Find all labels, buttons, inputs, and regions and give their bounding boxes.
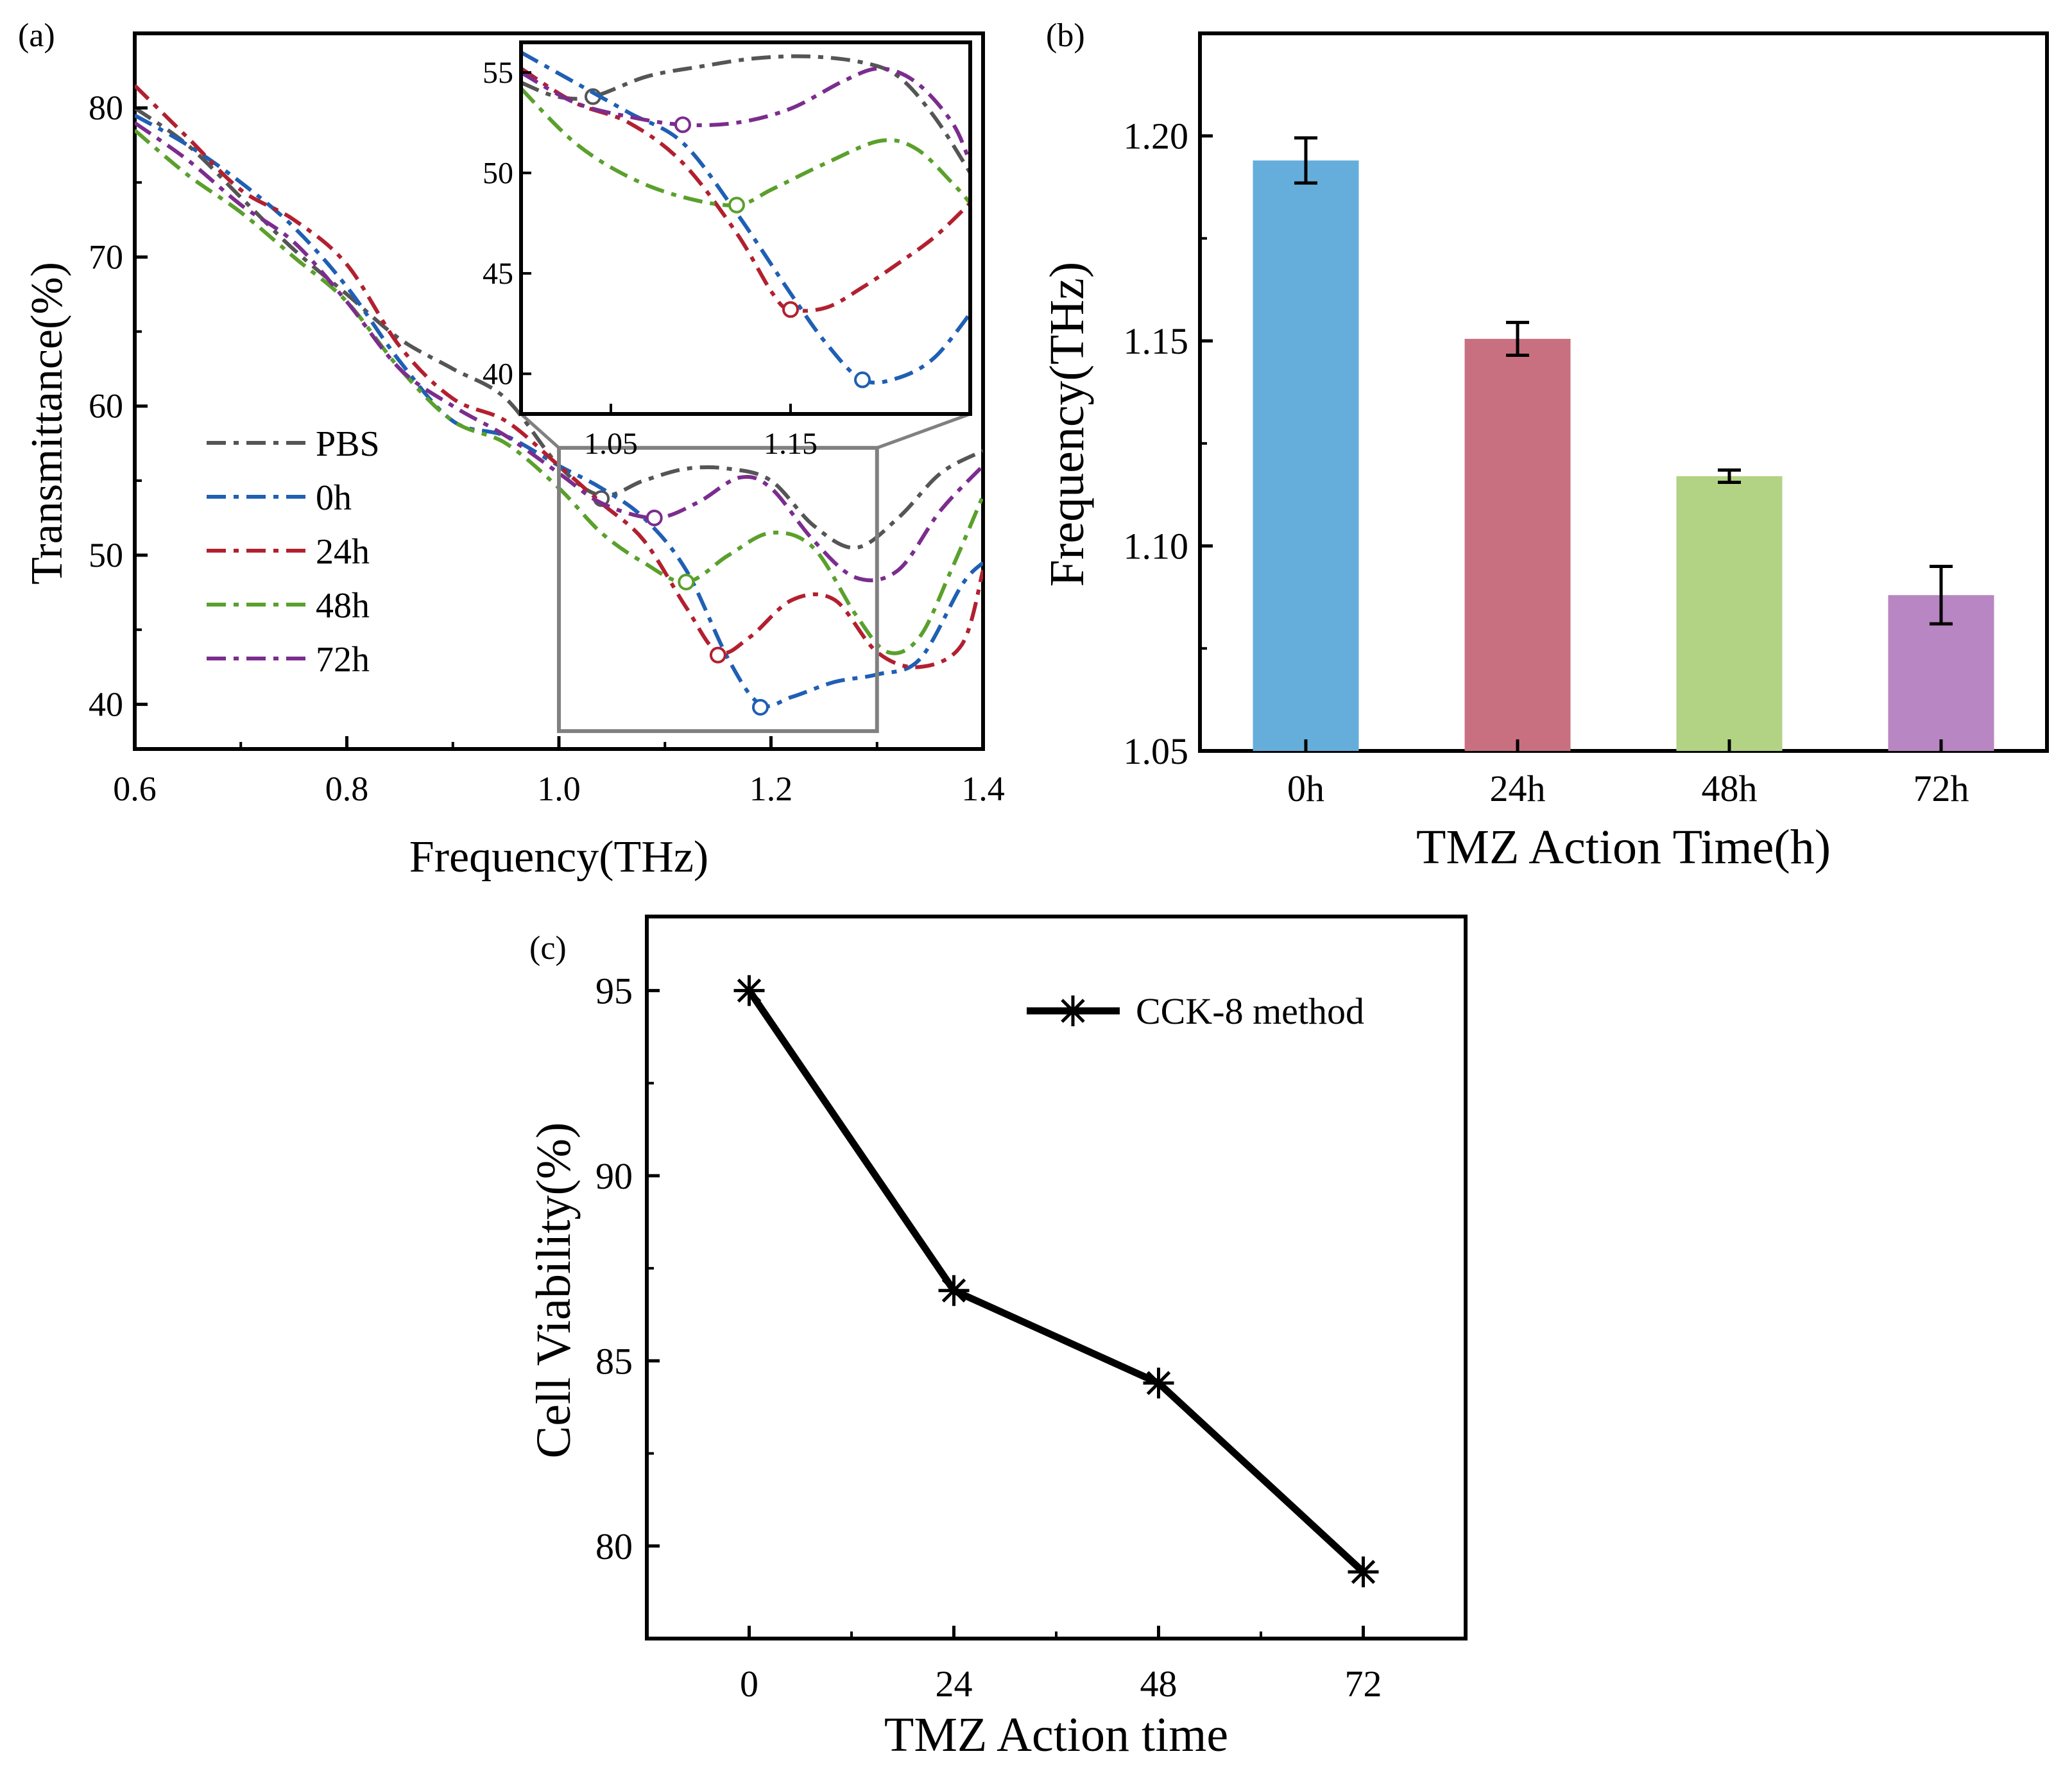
resonance-marker-24h — [709, 646, 726, 664]
inset-y-tick-label: 55 — [483, 56, 513, 90]
inset-frame — [519, 40, 972, 416]
x-tick-label: 0.8 — [325, 770, 369, 808]
data-point-marker — [733, 975, 765, 1006]
inset-series-line-72h — [521, 66, 970, 164]
resonance-marker-72h — [646, 509, 663, 526]
inset-y-tick-label: 40 — [483, 357, 513, 391]
x-tick-label: 0.6 — [113, 770, 157, 808]
panel-label-c: (c) — [529, 930, 567, 967]
inset-series-lines — [521, 50, 970, 388]
x-tick-label: 24h — [1490, 768, 1546, 809]
series-line-cck8 — [746, 988, 1366, 1575]
x-tick-label: 0 — [740, 1663, 758, 1705]
legend-marker-cck8 — [1057, 995, 1088, 1026]
y-tick-label: 1.15 — [1124, 320, 1189, 362]
legend-label-24h: 24h — [316, 532, 370, 572]
star-marker-stroke — [941, 1278, 966, 1303]
panel-label-b: (b) — [1046, 17, 1085, 54]
legend-label-cck8: CCK-8 method — [1136, 990, 1364, 1032]
x-tick-label: 1.0 — [537, 770, 581, 808]
zoom-region-box — [557, 445, 879, 734]
bar-24h — [1464, 338, 1571, 751]
y-tick-label: 80 — [89, 89, 123, 127]
panel-label-a: (a) — [18, 17, 55, 54]
star-marker-stroke — [737, 978, 762, 1003]
series-line-24h — [135, 84, 983, 669]
legend-label-pbs: PBS — [316, 424, 380, 464]
data-point-marker — [1348, 1556, 1379, 1588]
inset-resonance-marker-72h — [674, 116, 691, 133]
star-marker-stroke — [1146, 1371, 1171, 1395]
data-point-marker — [1143, 1367, 1174, 1399]
bar-0h — [1253, 160, 1359, 751]
inset-y-tick-label: 45 — [483, 257, 513, 291]
data-point-marker — [938, 1275, 970, 1306]
star-marker-stroke — [1061, 999, 1085, 1023]
y-tick-label: 70 — [89, 237, 123, 276]
x-tick-label: 72 — [1345, 1663, 1382, 1705]
y-tick-label: 50 — [89, 536, 123, 574]
y-axis-label: Cell Viability(%) — [527, 1123, 581, 1459]
series-line-48h — [135, 128, 983, 655]
inset-resonance-marker-48h — [728, 196, 745, 214]
x-axis-label: Frequency(THz) — [409, 832, 708, 882]
y-axis-label: Transmittance(%) — [22, 262, 72, 585]
resonance-marker-0h — [751, 698, 769, 716]
x-tick-label: 1.2 — [749, 770, 793, 808]
y-tick-label: 95 — [595, 970, 633, 1012]
y-tick-label: 1.05 — [1124, 730, 1189, 772]
inset-x-tick-label: 1.05 — [584, 427, 638, 461]
y-tick-label: 40 — [89, 685, 123, 723]
zoom-connector-left — [520, 413, 560, 449]
x-tick-label: 24 — [936, 1663, 973, 1705]
inset-series-line-24h — [521, 67, 970, 313]
x-axis-label: TMZ Action time — [884, 1708, 1228, 1762]
plot-frame — [1198, 31, 2049, 753]
x-tick-label: 1.4 — [961, 770, 1005, 808]
y-tick-label: 85 — [595, 1340, 633, 1382]
zoom-connector-right — [876, 412, 971, 450]
y-tick-label: 90 — [595, 1155, 633, 1197]
x-tick-label: 48h — [1702, 768, 1758, 809]
y-tick-label: 60 — [89, 387, 123, 426]
y-tick-label: 1.10 — [1124, 526, 1189, 567]
legend-label-48h: 48h — [316, 586, 370, 626]
y-tick-label: 80 — [595, 1526, 633, 1567]
star-marker-stroke — [1351, 1560, 1376, 1584]
inset-series-line-0h — [521, 50, 970, 385]
inset-x-tick-label: 1.15 — [764, 427, 818, 461]
bar-48h — [1676, 476, 1783, 751]
legend-label-72h: 72h — [316, 640, 370, 680]
y-tick-label: 1.20 — [1124, 116, 1189, 157]
series-lines — [135, 84, 983, 716]
x-axis-label: TMZ Action Time(h) — [1416, 820, 1831, 874]
series-line-0h — [135, 114, 983, 709]
series-line-72h — [135, 121, 983, 583]
inset-y-tick-label: 50 — [483, 156, 513, 190]
y-axis-label: Frequency(THz) — [1040, 262, 1094, 587]
panel-a-transmittance-chart: 0.6 0.8 1.0 1.2 1.4 40 50 60 70 80 Frequency(THz) T… — [22, 31, 1005, 882]
inset-series-line-48h — [521, 87, 970, 207]
panel-c-cell-viability-chart: 0 24 48 72 80 85 90 95 TMZ Action time Cell Viabi… — [527, 915, 1468, 1762]
inset-resonance-marker-0h — [854, 371, 871, 388]
panel-a-inset-zoom-chart: 1.05 1.15 40 45 50 55 — [483, 40, 972, 461]
x-tick-label: 72h — [1914, 768, 1969, 809]
inset-resonance-marker-24h — [782, 301, 799, 318]
resonance-marker-48h — [678, 573, 695, 590]
inset-series-line-pbs — [521, 54, 970, 175]
panel-b-frequency-bar-chart: 0h 24h 48h 72h 1.05 1.10 1.15 1.20 TMZ Action Ti… — [1040, 31, 2049, 874]
legend-label-0h: 0h — [316, 478, 352, 518]
x-tick-label: 48 — [1140, 1663, 1177, 1705]
x-tick-label: 0h — [1287, 768, 1324, 809]
